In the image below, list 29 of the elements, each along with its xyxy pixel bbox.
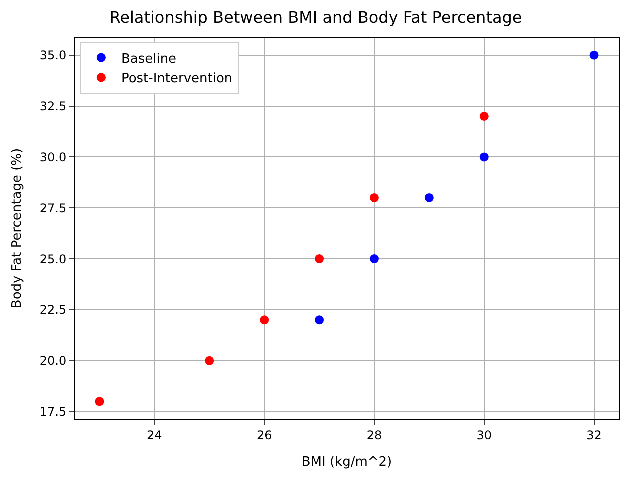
y-tick-label: 17.5: [40, 405, 67, 420]
point: [95, 397, 104, 406]
y-tick-label: 32.5: [40, 99, 67, 114]
x-tick-label: 28: [366, 428, 382, 442]
x-tick-label: 24: [147, 428, 162, 442]
x-tick-label: 26: [256, 428, 272, 442]
y-tick-label: 27.5: [40, 201, 67, 216]
y-axis-title: Body Fat Percentage (%): [10, 148, 25, 309]
x-tick-label: 30: [476, 428, 492, 442]
point: [315, 316, 324, 325]
y-tick-label: 25.0: [40, 252, 67, 266]
point: [480, 112, 489, 121]
point: [370, 193, 379, 202]
chart-title: Relationship Between BMI and Body Fat Percentage: [110, 8, 522, 28]
point: [205, 356, 214, 366]
y-tick-label: 22.5: [40, 303, 67, 318]
point: [480, 152, 489, 162]
legend-label: Baseline: [121, 52, 177, 67]
legend-label: Post-Intervention: [121, 72, 233, 87]
point: [370, 254, 379, 264]
x-axis-title: BMI (kg/m^2): [302, 455, 392, 470]
point: [260, 316, 270, 325]
y-tick-label: 35.0: [40, 48, 67, 63]
point: [424, 193, 434, 202]
x-tick-label: 32: [586, 428, 602, 442]
point: [315, 254, 324, 264]
y-tick-label: 30.0: [40, 150, 67, 164]
y-tick-label: 20.0: [40, 354, 67, 368]
point: [590, 50, 599, 60]
